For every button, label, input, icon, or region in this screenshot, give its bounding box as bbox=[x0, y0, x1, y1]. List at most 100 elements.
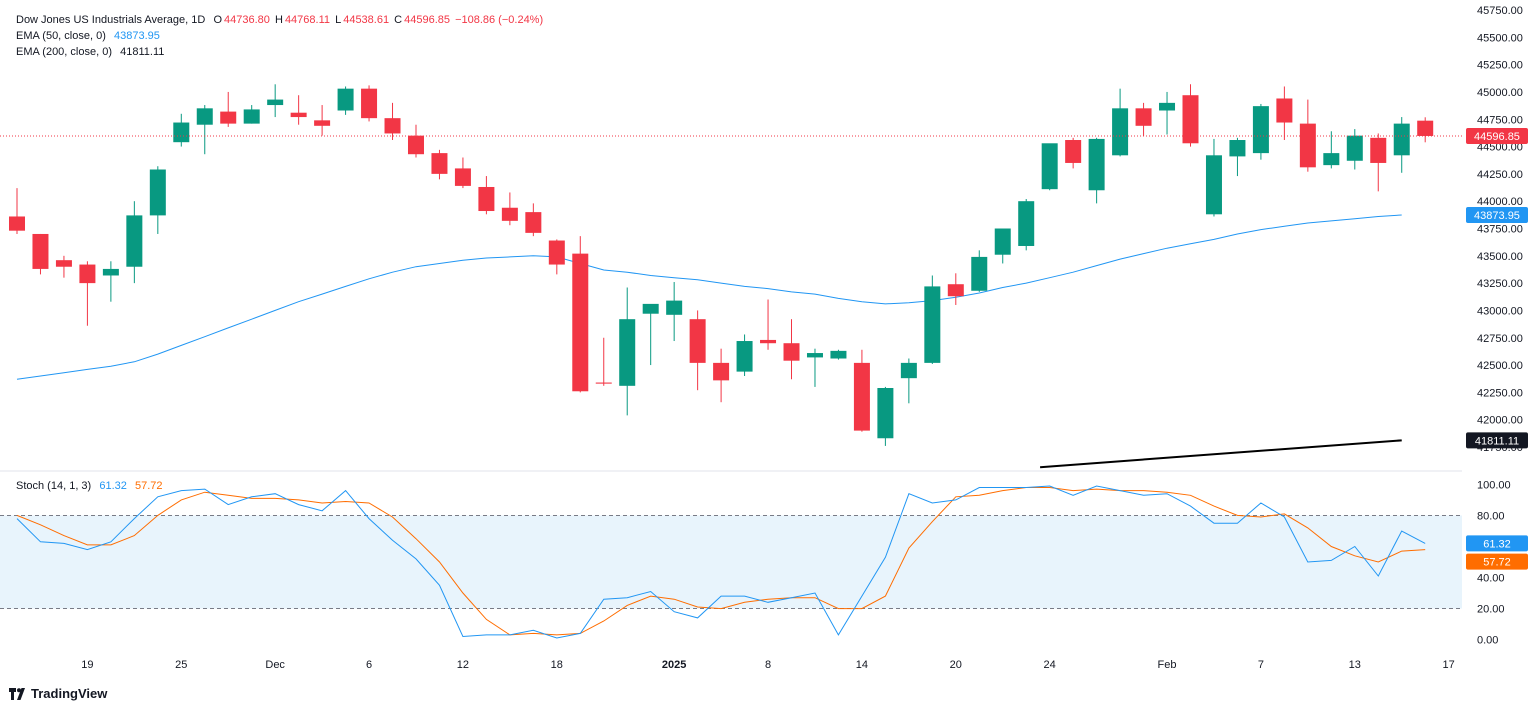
candle-body bbox=[1323, 153, 1340, 166]
main-legend: Dow Jones US Industrials Average, 1D O 44… bbox=[16, 13, 545, 27]
stoch-tick-label: 100.00 bbox=[1477, 479, 1511, 491]
stoch-d-tag: 57.72 bbox=[1483, 557, 1511, 569]
stoch-band-fill bbox=[0, 515, 1462, 609]
candle-body bbox=[1088, 138, 1105, 191]
last-price-tag-bg bbox=[1466, 127, 1528, 144]
candle-body bbox=[407, 135, 424, 155]
candle-body bbox=[1112, 108, 1129, 156]
candle-body bbox=[1417, 120, 1434, 136]
last-price-tag: 44596.85 bbox=[1474, 131, 1520, 143]
candle-body bbox=[1370, 137, 1387, 163]
candle-body bbox=[924, 286, 941, 363]
time-tick-label: Feb bbox=[1158, 659, 1177, 671]
candle-body bbox=[1182, 95, 1199, 144]
candle-body bbox=[1159, 102, 1176, 111]
stoch-legend: Stoch (14, 1, 3) 61.32 57.72 bbox=[16, 479, 165, 493]
price-tick-label: 42250.00 bbox=[1477, 387, 1523, 399]
candle-body bbox=[806, 353, 823, 358]
stoch-tick-label: 40.00 bbox=[1477, 573, 1505, 585]
high-value: 44768.11 bbox=[284, 14, 331, 26]
candle-body bbox=[196, 108, 213, 125]
price-tick-label: 44250.00 bbox=[1477, 169, 1523, 181]
time-tick-label: 6 bbox=[366, 659, 372, 671]
ema200-legend: EMA (200, close, 0) 41811.11 bbox=[16, 45, 166, 59]
candle-body bbox=[478, 186, 495, 212]
candle-body bbox=[572, 253, 589, 392]
ema200-series bbox=[1040, 439, 1402, 469]
candle-body bbox=[853, 362, 870, 431]
candle-body bbox=[501, 207, 518, 221]
candle-body bbox=[1252, 106, 1269, 154]
candle-body bbox=[713, 362, 730, 381]
ema200-line bbox=[1040, 439, 1402, 469]
candle-body bbox=[9, 216, 25, 231]
price-tick-label: 42000.00 bbox=[1477, 415, 1523, 427]
ema200-tag: 41811.11 bbox=[1475, 435, 1519, 447]
candle-body bbox=[736, 341, 753, 372]
time-tick-label: 25 bbox=[175, 659, 187, 671]
stoch-label: Stoch (14, 1, 3) bbox=[16, 480, 92, 492]
price-tick-label: 43500.00 bbox=[1477, 251, 1523, 263]
time-tick-label: Dec bbox=[265, 659, 285, 671]
candle-body bbox=[267, 99, 284, 106]
candle-body bbox=[1393, 123, 1410, 156]
stoch-band bbox=[0, 514, 1462, 610]
stoch-tick-label: 80.00 bbox=[1477, 510, 1505, 522]
stoch-tick-label: 0.00 bbox=[1477, 635, 1498, 647]
price-tick-label: 44000.00 bbox=[1477, 196, 1523, 208]
change-value: −108.86 (−0.24%) bbox=[455, 14, 544, 26]
ema50-legend: EMA (50, close, 0) 43873.95 bbox=[16, 29, 162, 43]
ema50-line bbox=[16, 214, 1402, 380]
stoch-d-value: 57.72 bbox=[135, 480, 163, 492]
candle-body bbox=[243, 109, 260, 124]
time-tick-label: 12 bbox=[457, 659, 469, 671]
candle-body bbox=[290, 112, 307, 118]
candle-body bbox=[79, 264, 96, 284]
price-tick-label: 43250.00 bbox=[1477, 278, 1523, 290]
candle-body bbox=[32, 233, 49, 269]
open-label: O bbox=[213, 14, 223, 26]
candle-body bbox=[525, 212, 542, 233]
candle-body bbox=[548, 240, 565, 265]
stoch-series bbox=[16, 485, 1426, 639]
candle-body bbox=[666, 300, 683, 315]
candle-body bbox=[1065, 140, 1082, 163]
close-label: C bbox=[394, 14, 403, 26]
price-tick-label: 45000.00 bbox=[1477, 87, 1523, 99]
high-label: H bbox=[274, 14, 283, 26]
ema50-label: EMA (50, close, 0) bbox=[16, 30, 106, 42]
candle-series bbox=[9, 84, 1434, 446]
candle-body bbox=[595, 382, 612, 384]
candle-body bbox=[126, 215, 143, 267]
ema200-value: 41811.11 bbox=[120, 46, 165, 58]
time-tick-label: 7 bbox=[1258, 659, 1264, 671]
candle-body bbox=[877, 388, 894, 439]
candle-body bbox=[102, 268, 119, 276]
price-tick-label: 43000.00 bbox=[1477, 305, 1523, 317]
tradingview-logo[interactable]: TradingView bbox=[9, 686, 107, 701]
candle-body bbox=[1205, 155, 1222, 215]
ema50-value: 43873.95 bbox=[114, 30, 160, 42]
price-tick-label: 43750.00 bbox=[1477, 224, 1523, 236]
candle-body bbox=[1276, 98, 1293, 123]
price-tick-label: 45750.00 bbox=[1477, 5, 1523, 17]
time-tick-label: 19 bbox=[81, 659, 93, 671]
candle-body bbox=[1299, 123, 1316, 168]
stoch-k-tag: 61.32 bbox=[1483, 538, 1511, 550]
stoch-d-line bbox=[16, 487, 1426, 636]
candle-body bbox=[149, 169, 166, 216]
candle-body bbox=[1346, 135, 1363, 161]
axes: 41750.0042000.0042250.0042500.0042750.00… bbox=[81, 5, 1523, 671]
brand-name: TradingView bbox=[31, 686, 108, 701]
candle-body bbox=[220, 111, 237, 124]
time-tick-label: 18 bbox=[551, 659, 563, 671]
stoch-d-tag-bg bbox=[1466, 553, 1528, 570]
time-tick-label: 20 bbox=[950, 659, 962, 671]
time-tick-label: 17 bbox=[1443, 659, 1455, 671]
candle-body bbox=[971, 256, 988, 291]
candle-body bbox=[689, 319, 706, 363]
candle-body bbox=[947, 284, 964, 297]
candle-body bbox=[314, 120, 331, 126]
time-tick-label: 24 bbox=[1044, 659, 1056, 671]
